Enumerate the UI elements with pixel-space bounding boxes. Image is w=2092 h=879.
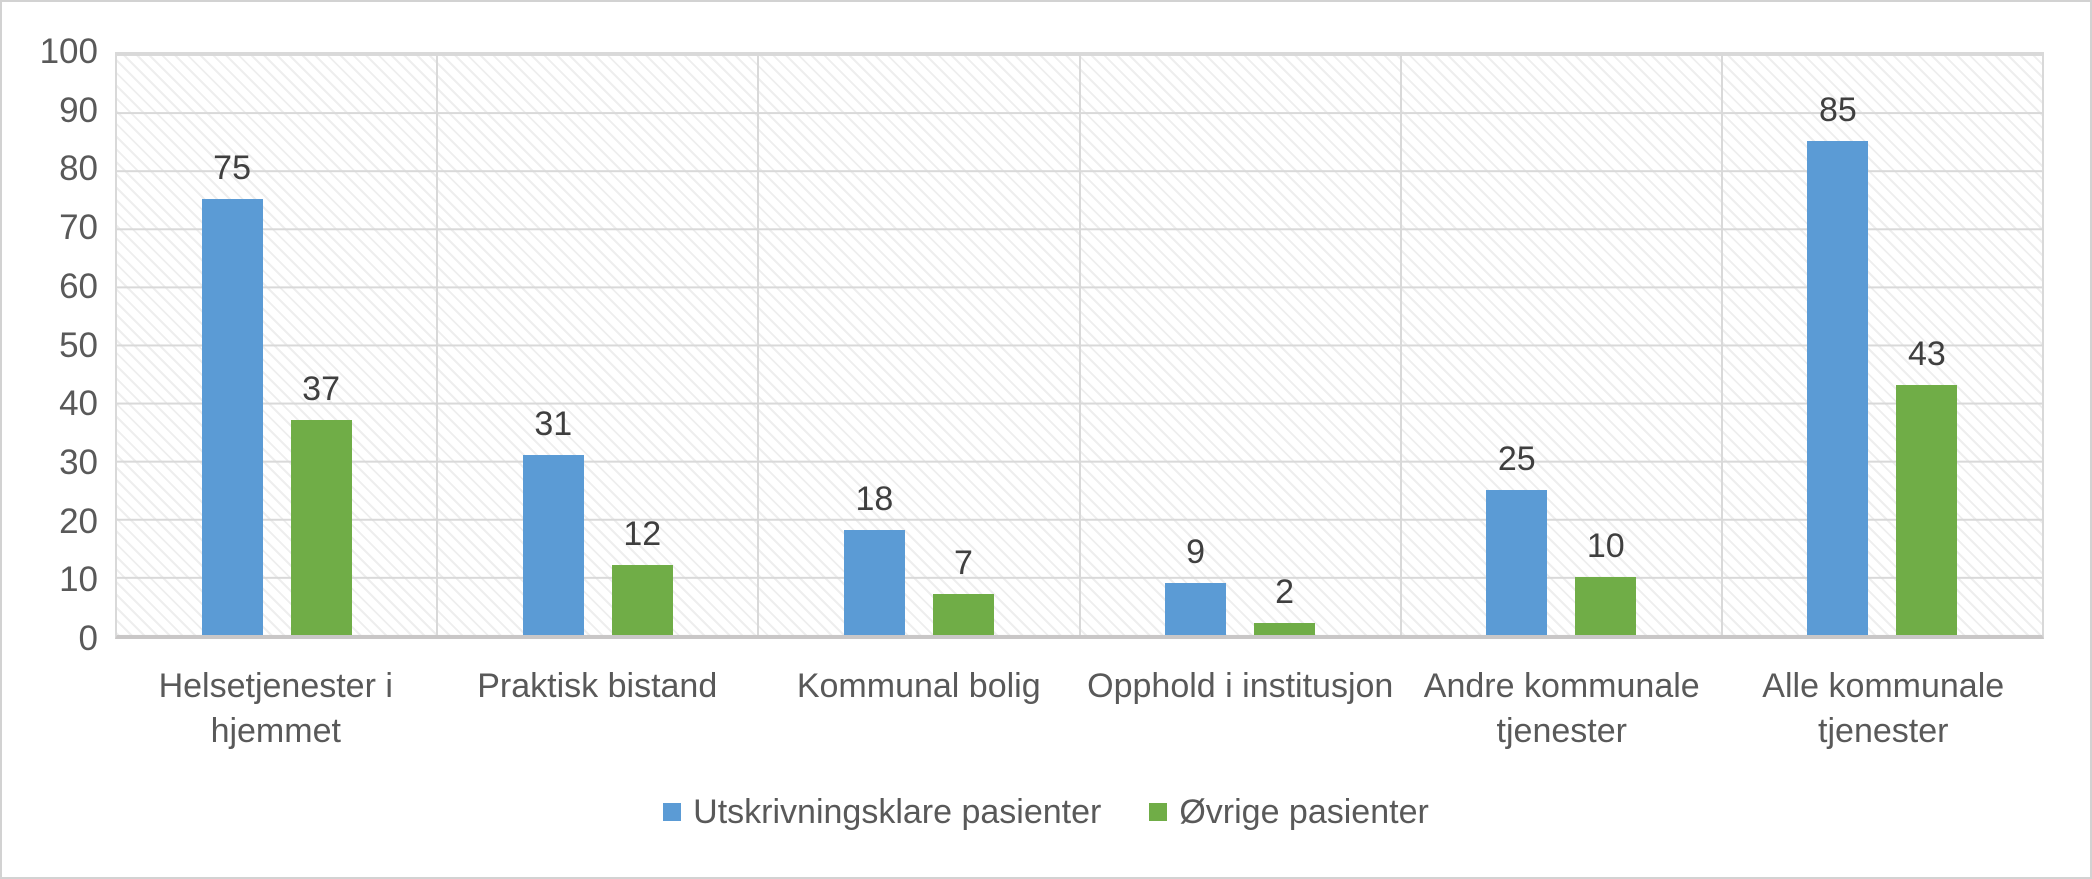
y-tick-label: 60 [59,266,98,306]
category-label: Kommunal bolig [796,667,1041,705]
bar-series2: 7 [932,545,994,635]
y-tick-label: 100 [39,32,98,71]
plot-area: 75 37 31 12 18 7 9 2 25 10 85 43 [115,52,2044,639]
bar-series1: 25 [1486,441,1548,635]
legend-label: Øvrige pasienter [1179,793,1429,831]
category-cell: 85 43 [1723,54,2042,635]
bar-series1: 85 [1807,92,1869,635]
bar-series2: 12 [611,516,673,635]
data-label: 75 [213,149,251,188]
category-label: Opphold i institusjon [1087,667,1394,705]
data-label: 9 [1186,532,1206,571]
bar-series2: 43 [1896,336,1958,635]
legend-label: Utskrivningsklare pasienter [693,793,1102,831]
legend-item: Øvrige pasienter [1149,791,1429,833]
category-cell: 31 12 [438,54,760,635]
data-label: 10 [1586,526,1625,565]
category-label: Andre kommunale tjenester [1423,667,1700,750]
category-cell: 18 7 [759,54,1081,635]
bar-series1: 75 [201,150,263,635]
y-tick-label: 0 [78,619,98,658]
bar-series2: 37 [290,371,352,635]
data-label: 85 [1819,91,1857,130]
y-tick-label: 20 [59,501,98,541]
y-tick-label: 80 [59,149,98,189]
data-label: 2 [1275,573,1295,612]
legend-marker-icon [663,803,682,821]
bar-series1: 31 [522,406,584,635]
bar-series1: 9 [1165,534,1227,635]
x-axis-labels: Helsetjenester i hjemmet Praktisk bistand K… [115,664,2044,754]
y-axis: 0 10 20 30 40 50 60 70 80 90 100 [2,2,102,877]
data-label: 18 [855,480,894,519]
y-tick-label: 40 [59,384,98,424]
data-label: 43 [1908,335,1946,374]
legend-item: Utskrivningsklare pasienter [663,791,1101,833]
bar-series1: 18 [843,481,905,635]
category-label: Alle kommunale tjenester [1762,667,2005,750]
bar-series2: 2 [1254,574,1316,635]
y-tick-label: 30 [59,442,98,482]
legend: Utskrivningsklare pasienter Øvrige pasien… [2,791,2090,833]
data-label: 31 [534,404,573,443]
category-label: Helsetjenester i hjemmet [158,667,393,750]
bar-series2: 10 [1575,528,1637,635]
y-tick-label: 90 [59,90,98,130]
y-tick-label: 50 [59,325,98,365]
data-label: 37 [302,370,340,409]
category-cell: 25 10 [1402,54,1723,635]
data-label: 12 [623,515,662,554]
category-label: Praktisk bistand [477,667,718,705]
data-label: 25 [1497,439,1536,478]
y-tick-label: 70 [59,208,98,248]
data-label: 7 [953,544,973,583]
y-tick-label: 10 [59,560,98,600]
legend-marker-icon [1149,803,1168,821]
category-cell: 75 37 [117,54,439,635]
